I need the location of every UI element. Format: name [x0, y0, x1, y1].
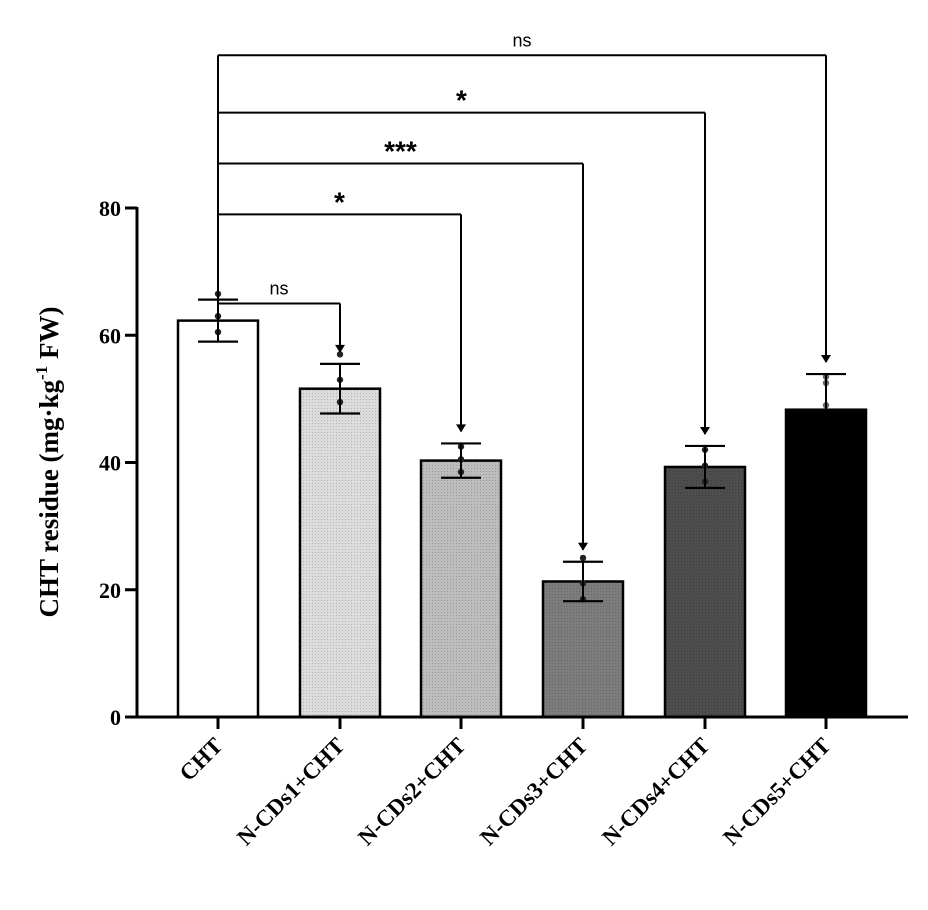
significance-label-5: ns [512, 30, 531, 50]
significance-group: ns*****ns [217, 30, 831, 551]
y-tick-label-20: 20 [99, 578, 121, 603]
data-point-2-1 [336, 351, 344, 358]
significance-label-1: ns [269, 278, 288, 298]
y-axis-label: CHT residue (mg·kg-1 FW) [32, 307, 64, 618]
significance-label-2: * [334, 186, 345, 217]
y-tick-label-60: 60 [99, 323, 121, 348]
bracket-arrow-2 [456, 424, 466, 433]
bar-6 [784, 408, 868, 719]
significance-label-4: * [456, 85, 467, 116]
y-axis-label-tail: FW) [34, 307, 64, 366]
significance-label-3: *** [384, 135, 417, 166]
x-tick-label-3: N-CDs2+CHT [353, 733, 470, 850]
y-axis-label-sup: -1 [32, 366, 51, 380]
data-point-4-1 [579, 554, 587, 562]
comparison-bracket-3: *** [217, 135, 588, 551]
x-tick-label-6: N-CDs5+CHT [718, 733, 835, 850]
bar-texture-5 [665, 466, 745, 717]
x-tick-label-5: N-CDs4+CHT [597, 733, 714, 850]
x-tick-label-1: CHT [175, 733, 228, 786]
comparison-bracket-5: ns [217, 30, 831, 364]
y-tick-label-40: 40 [99, 451, 121, 476]
x-tick-label-4: N-CDs3+CHT [475, 733, 592, 850]
y-tick-label-80: 80 [99, 196, 121, 221]
y-tick-label-0: 0 [110, 705, 121, 730]
bars-group [176, 319, 868, 719]
bar-texture-3 [421, 460, 501, 717]
bracket-arrow-4 [700, 426, 710, 435]
error-bars-group [198, 298, 846, 603]
bar-texture-2 [300, 388, 380, 717]
bar-1 [176, 319, 260, 719]
bracket-arrow-1 [335, 344, 345, 353]
bracket-arrow-3 [578, 542, 588, 551]
y-axis-label-main: CHT residue (mg·kg [34, 379, 64, 617]
bracket-arrow-5 [821, 355, 831, 364]
comparison-bracket-4: * [217, 85, 710, 435]
comparison-bracket-1: ns [217, 278, 345, 353]
x-tick-label-2: N-CDs1+CHT [232, 733, 349, 850]
bar-texture-4 [543, 581, 623, 717]
